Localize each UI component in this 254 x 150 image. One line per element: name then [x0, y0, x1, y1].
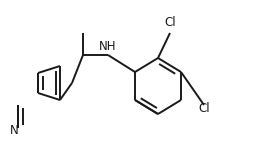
Text: Cl: Cl [198, 102, 210, 114]
Text: NH: NH [99, 40, 117, 54]
Text: Cl: Cl [164, 15, 176, 28]
Text: N: N [10, 123, 18, 136]
